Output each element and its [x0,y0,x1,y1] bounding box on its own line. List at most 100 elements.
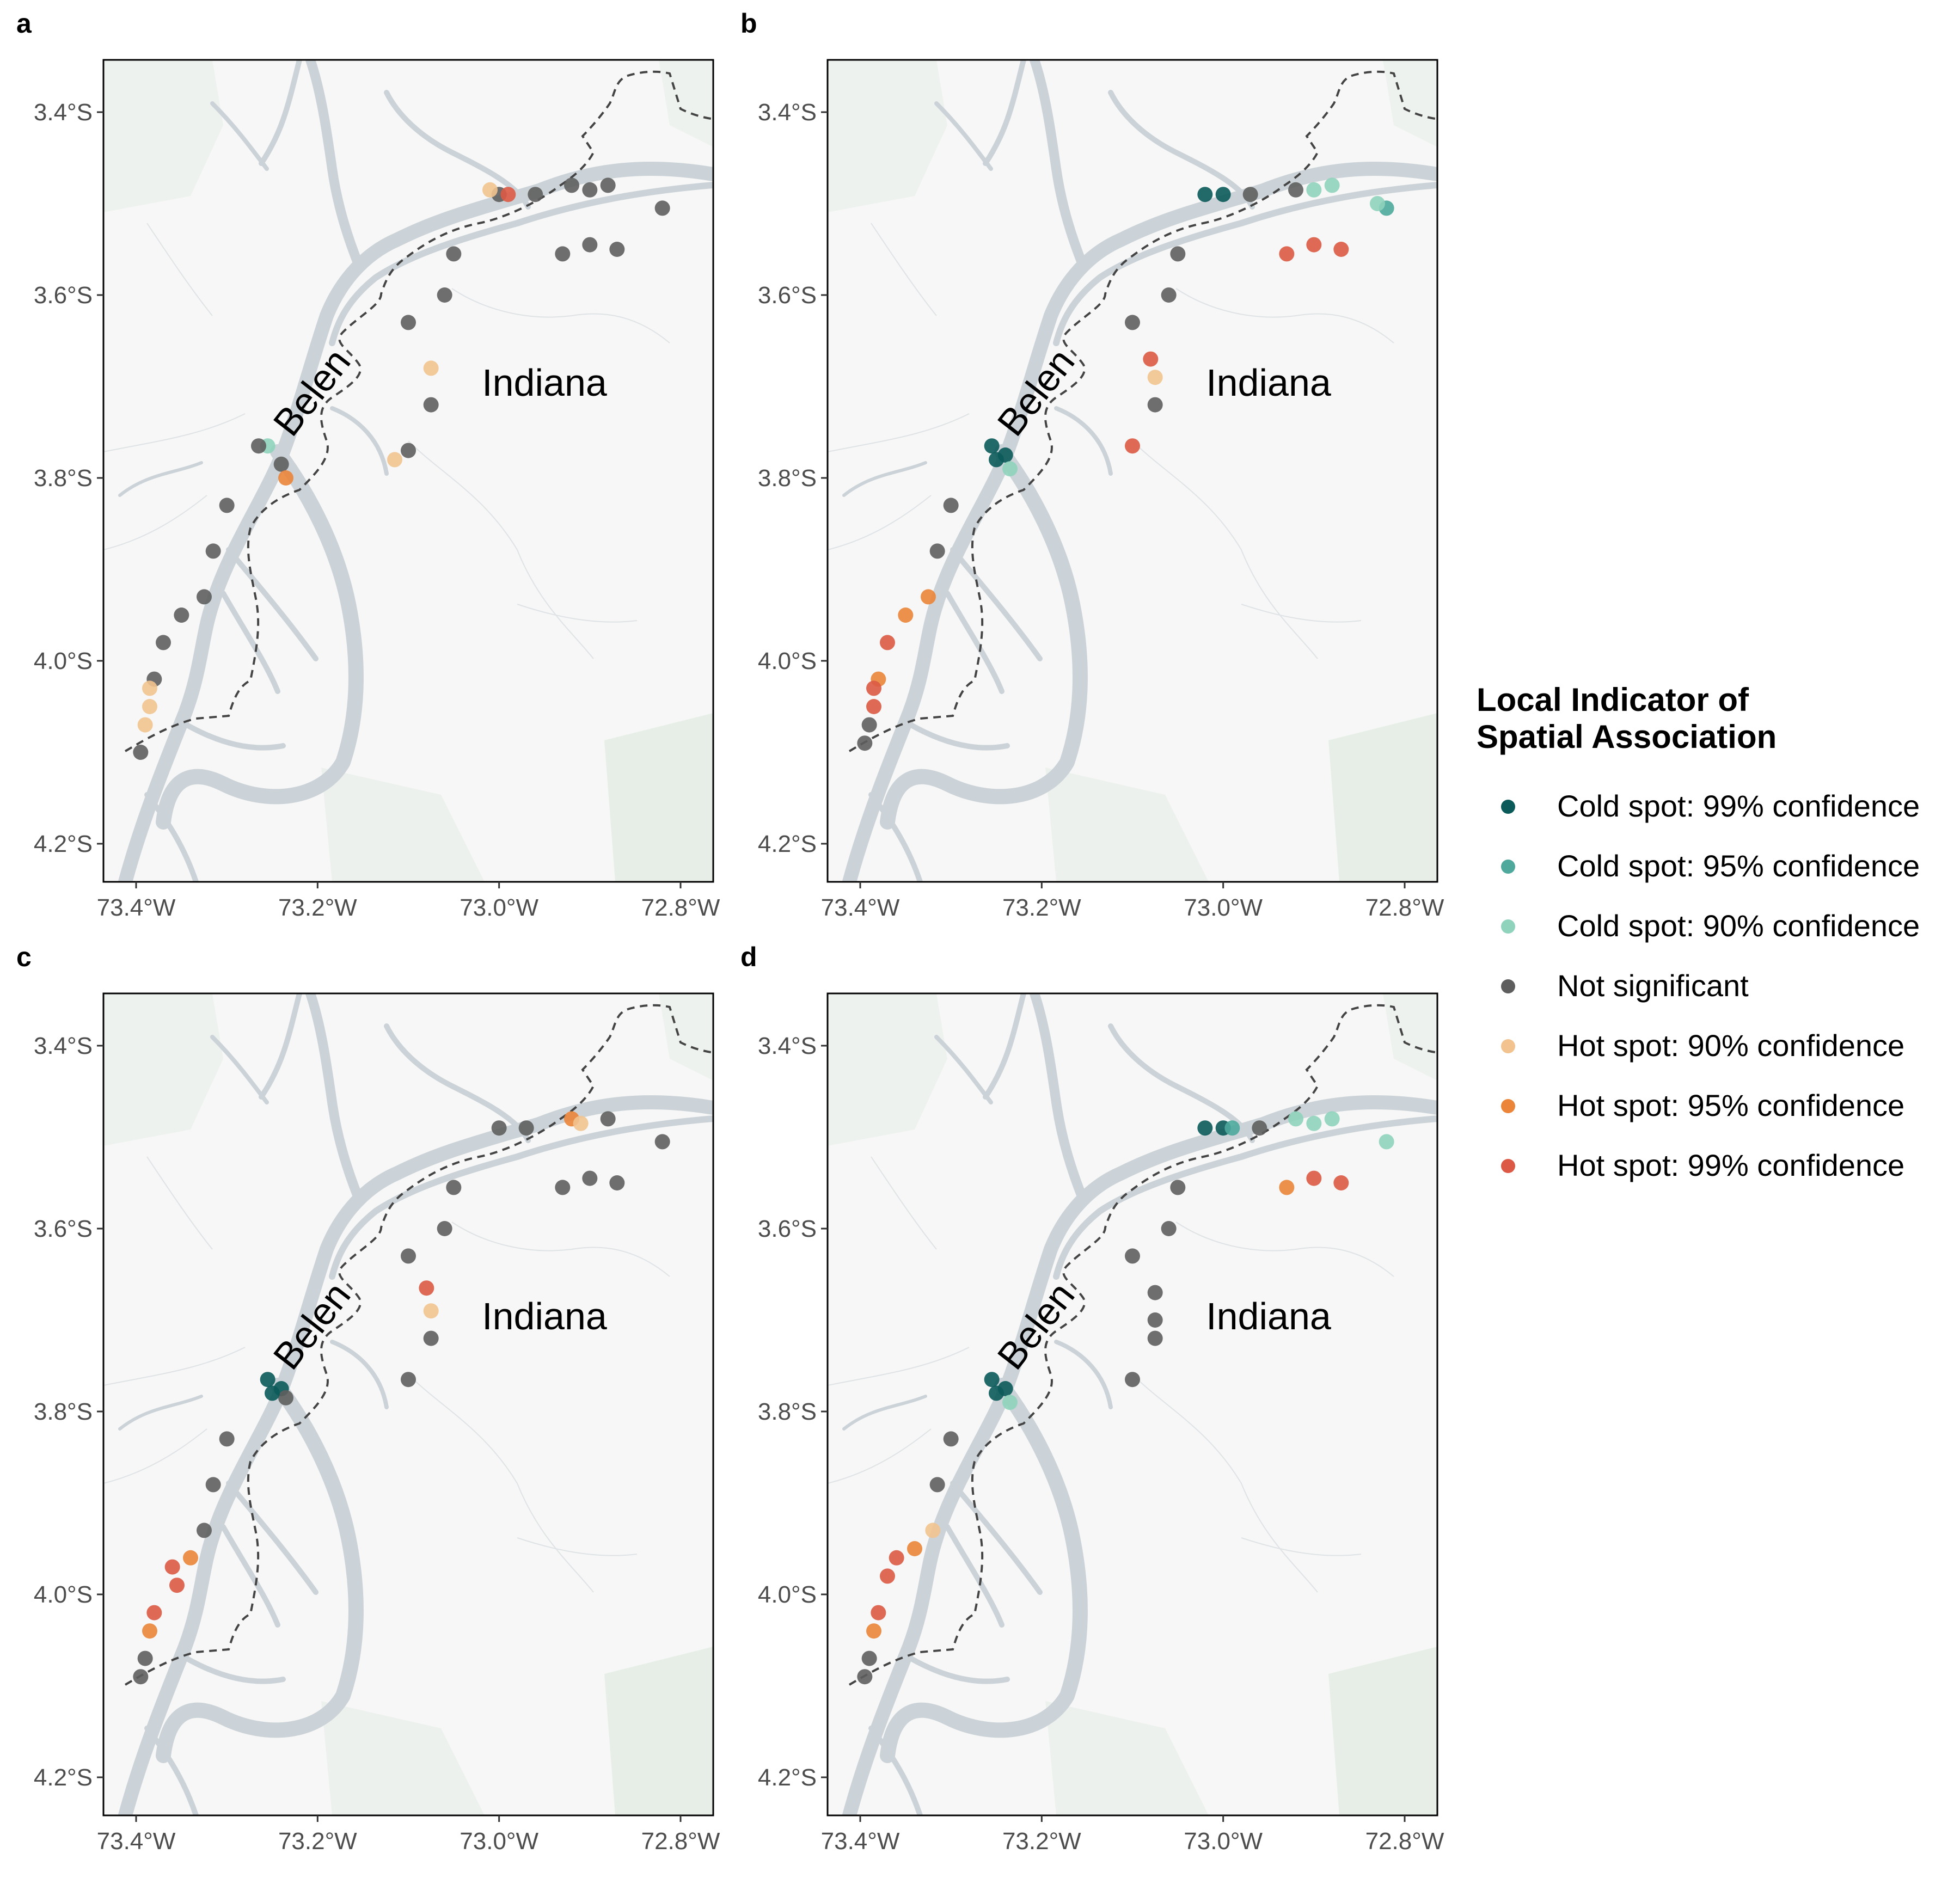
legend-item-label: Hot spot: 90% confidence [1557,1028,1904,1063]
data-point-hot99 [164,1559,180,1575]
data-point-hot99 [889,1550,904,1566]
data-point-hot99 [1143,351,1159,367]
data-point-hot90 [573,1115,589,1131]
place-label-indiana: Indiana [1206,1295,1331,1337]
data-point-ns [133,745,149,760]
lat-tick-label: 3.8°S [34,1398,93,1425]
data-point-ns [929,1477,945,1493]
data-point-ns [929,543,945,559]
data-point-cold90 [1324,1111,1340,1127]
data-point-hot99 [1279,246,1295,262]
lon-tick-label: 73.0°W [1184,1828,1263,1855]
data-point-ns [205,1477,221,1493]
data-point-cold90 [1288,1111,1303,1127]
lon-tick-label: 73.2°W [1002,1828,1081,1855]
data-point-ns [1161,1221,1177,1236]
legend-item-label: Hot spot: 95% confidence [1557,1088,1904,1122]
lon-tick-label: 73.0°W [1184,894,1263,921]
lat-tick-label: 4.0°S [34,1581,93,1608]
lon-tick-label: 73.4°W [821,1828,900,1855]
data-point-ns [654,1134,670,1150]
data-point-ns [205,543,221,559]
data-point-hot90 [142,680,157,696]
data-point-ns [446,1180,462,1195]
data-point-ns [1147,1312,1163,1328]
data-point-ns [943,498,959,513]
data-point-hot99 [866,680,881,696]
panel-frame [826,992,1438,1816]
lat-tick-label: 4.2°S [758,831,817,857]
data-point-hot99 [1306,1170,1322,1186]
lon-tick-label: 73.2°W [278,1828,357,1855]
data-point-ns [555,246,571,262]
data-point-hot99 [880,1568,895,1584]
lat-tick-label: 3.4°S [34,99,93,126]
data-point-ns [251,438,266,454]
data-point-ns [555,1180,571,1195]
lat-tick-label: 3.6°S [758,1216,817,1242]
data-point-ns [401,443,416,458]
data-point-ns [1288,182,1303,198]
data-point-cold99 [989,1385,1004,1401]
data-point-hot95 [278,470,293,486]
data-point-hot99 [866,699,881,714]
data-point-ns [861,717,877,733]
legend-item-label: Hot spot: 99% confidence [1557,1148,1904,1182]
lon-tick-label: 73.4°W [97,1828,176,1855]
data-point-ns [137,1650,153,1666]
data-point-ns [197,589,212,605]
legend-swatch [1501,800,1515,814]
legend-title-line2: Spatial Association [1477,719,1777,755]
data-point-ns [582,182,598,198]
data-point-hot90 [387,452,402,468]
data-point-ns [857,735,873,751]
data-point-hot99 [169,1578,185,1593]
data-point-hot90 [423,360,439,376]
data-point-hot95 [866,1623,881,1639]
legend-swatch [1501,919,1515,934]
data-point-ns [600,177,616,193]
data-point-ns [1147,397,1163,413]
data-point-ns [943,1431,959,1447]
legend-item-label: Cold spot: 95% confidence [1557,849,1920,883]
panel-frame [826,59,1438,883]
data-point-ns [609,242,625,257]
data-point-hot90 [925,1523,941,1538]
data-point-cold99 [984,1372,1000,1388]
data-point-ns [564,177,579,193]
data-point-ns [446,246,462,262]
legend-swatch [1501,1039,1515,1053]
data-point-cold90 [1324,177,1340,193]
data-point-ns [861,1650,877,1666]
data-point-hot95 [142,1623,157,1639]
lat-tick-label: 3.4°S [34,1033,93,1059]
data-point-cold99 [1197,1120,1213,1136]
place-label-indiana: Indiana [482,1295,607,1337]
lat-tick-label: 4.2°S [758,1764,817,1791]
basemap [103,60,725,882]
data-point-cold99 [260,1372,275,1388]
basemap [103,993,725,1815]
legend-item-label: Not significant [1557,968,1749,1003]
data-point-ns [133,1669,149,1685]
data-point-ns [197,1523,212,1538]
data-point-hot95 [907,1541,922,1556]
data-point-ns [1125,315,1140,330]
data-point-hot99 [871,1605,886,1621]
data-point-ns [1170,1180,1186,1195]
data-point-hot99 [146,1605,162,1621]
panel-letter: a [16,8,32,39]
data-point-cold99 [989,452,1004,468]
place-label-indiana: Indiana [482,361,607,404]
legend-swatch [1501,979,1515,993]
data-point-ns [857,1669,873,1685]
data-point-hot90 [423,1303,439,1319]
data-point-ns [582,1170,598,1186]
lon-tick-label: 73.0°W [460,894,538,921]
data-point-ns [174,607,189,623]
data-point-ns [156,635,171,650]
